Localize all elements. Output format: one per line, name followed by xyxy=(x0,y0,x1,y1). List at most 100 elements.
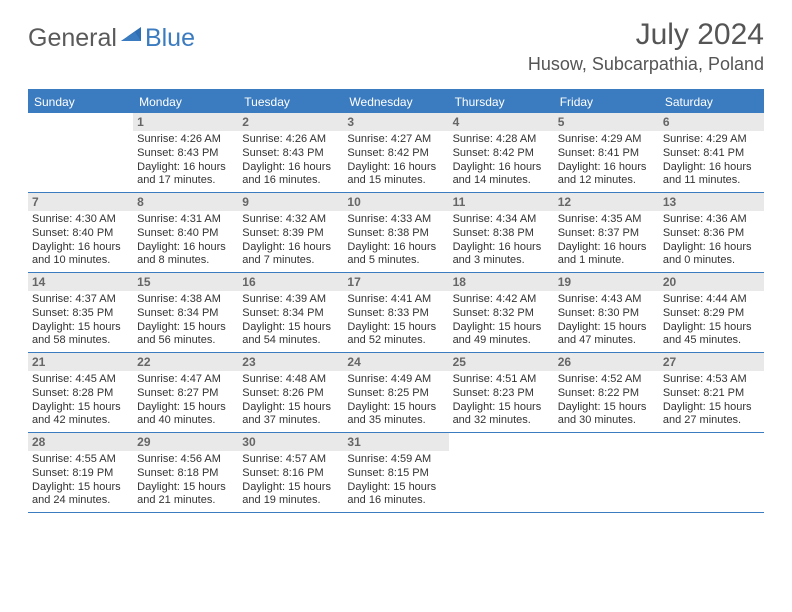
day-body: Sunrise: 4:27 AMSunset: 8:42 PMDaylight:… xyxy=(343,131,448,192)
sunrise-line: Sunrise: 4:28 AM xyxy=(453,133,550,147)
day-cell: 18Sunrise: 4:42 AMSunset: 8:32 PMDayligh… xyxy=(449,273,554,352)
sunset-line: Sunset: 8:22 PM xyxy=(558,387,655,401)
sunset-line: Sunset: 8:35 PM xyxy=(32,307,129,321)
day-cell: 20Sunrise: 4:44 AMSunset: 8:29 PMDayligh… xyxy=(659,273,764,352)
sunrise-line: Sunrise: 4:47 AM xyxy=(137,373,234,387)
sunrise-line: Sunrise: 4:38 AM xyxy=(137,293,234,307)
day-body: Sunrise: 4:26 AMSunset: 8:43 PMDaylight:… xyxy=(238,131,343,192)
daylight-line: Daylight: 15 hours and 49 minutes. xyxy=(453,321,550,349)
day-cell: 12Sunrise: 4:35 AMSunset: 8:37 PMDayligh… xyxy=(554,193,659,272)
day-cell: 11Sunrise: 4:34 AMSunset: 8:38 PMDayligh… xyxy=(449,193,554,272)
sunrise-line: Sunrise: 4:42 AM xyxy=(453,293,550,307)
sunset-line: Sunset: 8:40 PM xyxy=(32,227,129,241)
day-cell xyxy=(554,433,659,512)
daylight-line: Daylight: 15 hours and 54 minutes. xyxy=(242,321,339,349)
daylight-line: Daylight: 16 hours and 0 minutes. xyxy=(663,241,760,269)
day-body: Sunrise: 4:43 AMSunset: 8:30 PMDaylight:… xyxy=(554,291,659,352)
day-number: 27 xyxy=(659,353,764,371)
dayheader: Tuesday xyxy=(238,91,343,113)
page-title: July 2024 xyxy=(528,18,764,52)
sunset-line: Sunset: 8:43 PM xyxy=(137,147,234,161)
logo-text-blue: Blue xyxy=(145,24,195,53)
day-cell: 30Sunrise: 4:57 AMSunset: 8:16 PMDayligh… xyxy=(238,433,343,512)
day-number xyxy=(449,433,554,437)
dayheader: Saturday xyxy=(659,91,764,113)
sunrise-line: Sunrise: 4:45 AM xyxy=(32,373,129,387)
day-cell: 2Sunrise: 4:26 AMSunset: 8:43 PMDaylight… xyxy=(238,113,343,192)
day-number: 25 xyxy=(449,353,554,371)
day-cell: 21Sunrise: 4:45 AMSunset: 8:28 PMDayligh… xyxy=(28,353,133,432)
day-number: 2 xyxy=(238,113,343,131)
dayheader: Friday xyxy=(554,91,659,113)
day-body: Sunrise: 4:31 AMSunset: 8:40 PMDaylight:… xyxy=(133,211,238,272)
sunrise-line: Sunrise: 4:32 AM xyxy=(242,213,339,227)
sunrise-line: Sunrise: 4:56 AM xyxy=(137,453,234,467)
sunset-line: Sunset: 8:34 PM xyxy=(242,307,339,321)
sunrise-line: Sunrise: 4:52 AM xyxy=(558,373,655,387)
day-cell: 13Sunrise: 4:36 AMSunset: 8:36 PMDayligh… xyxy=(659,193,764,272)
day-body: Sunrise: 4:53 AMSunset: 8:21 PMDaylight:… xyxy=(659,371,764,432)
sunset-line: Sunset: 8:42 PM xyxy=(347,147,444,161)
day-number: 16 xyxy=(238,273,343,291)
day-number: 1 xyxy=(133,113,238,131)
daylight-line: Daylight: 15 hours and 37 minutes. xyxy=(242,401,339,429)
sunrise-line: Sunrise: 4:37 AM xyxy=(32,293,129,307)
day-cell: 6Sunrise: 4:29 AMSunset: 8:41 PMDaylight… xyxy=(659,113,764,192)
day-cell: 28Sunrise: 4:55 AMSunset: 8:19 PMDayligh… xyxy=(28,433,133,512)
day-number: 17 xyxy=(343,273,448,291)
day-body: Sunrise: 4:49 AMSunset: 8:25 PMDaylight:… xyxy=(343,371,448,432)
dayheader: Thursday xyxy=(449,91,554,113)
day-number: 20 xyxy=(659,273,764,291)
day-body: Sunrise: 4:37 AMSunset: 8:35 PMDaylight:… xyxy=(28,291,133,352)
day-cell: 29Sunrise: 4:56 AMSunset: 8:18 PMDayligh… xyxy=(133,433,238,512)
sunset-line: Sunset: 8:21 PM xyxy=(663,387,760,401)
day-number: 11 xyxy=(449,193,554,211)
week-row: 28Sunrise: 4:55 AMSunset: 8:19 PMDayligh… xyxy=(28,433,764,513)
day-number: 14 xyxy=(28,273,133,291)
sunset-line: Sunset: 8:41 PM xyxy=(663,147,760,161)
day-cell: 23Sunrise: 4:48 AMSunset: 8:26 PMDayligh… xyxy=(238,353,343,432)
daylight-line: Daylight: 16 hours and 16 minutes. xyxy=(242,161,339,189)
day-cell xyxy=(449,433,554,512)
day-cell: 22Sunrise: 4:47 AMSunset: 8:27 PMDayligh… xyxy=(133,353,238,432)
day-number: 28 xyxy=(28,433,133,451)
day-number xyxy=(659,433,764,437)
sunset-line: Sunset: 8:39 PM xyxy=(242,227,339,241)
day-body: Sunrise: 4:26 AMSunset: 8:43 PMDaylight:… xyxy=(133,131,238,192)
daylight-line: Daylight: 15 hours and 21 minutes. xyxy=(137,481,234,509)
day-cell: 16Sunrise: 4:39 AMSunset: 8:34 PMDayligh… xyxy=(238,273,343,352)
day-body: Sunrise: 4:45 AMSunset: 8:28 PMDaylight:… xyxy=(28,371,133,432)
daylight-line: Daylight: 16 hours and 17 minutes. xyxy=(137,161,234,189)
day-body: Sunrise: 4:47 AMSunset: 8:27 PMDaylight:… xyxy=(133,371,238,432)
week-row: 7Sunrise: 4:30 AMSunset: 8:40 PMDaylight… xyxy=(28,193,764,273)
day-cell: 7Sunrise: 4:30 AMSunset: 8:40 PMDaylight… xyxy=(28,193,133,272)
day-body: Sunrise: 4:44 AMSunset: 8:29 PMDaylight:… xyxy=(659,291,764,352)
day-cell: 31Sunrise: 4:59 AMSunset: 8:15 PMDayligh… xyxy=(343,433,448,512)
sunset-line: Sunset: 8:43 PM xyxy=(242,147,339,161)
day-body: Sunrise: 4:42 AMSunset: 8:32 PMDaylight:… xyxy=(449,291,554,352)
sunset-line: Sunset: 8:42 PM xyxy=(453,147,550,161)
day-number: 8 xyxy=(133,193,238,211)
day-cell: 17Sunrise: 4:41 AMSunset: 8:33 PMDayligh… xyxy=(343,273,448,352)
day-body: Sunrise: 4:55 AMSunset: 8:19 PMDaylight:… xyxy=(28,451,133,512)
day-body: Sunrise: 4:56 AMSunset: 8:18 PMDaylight:… xyxy=(133,451,238,512)
title-block: July 2024 Husow, Subcarpathia, Poland xyxy=(528,18,764,75)
sunrise-line: Sunrise: 4:27 AM xyxy=(347,133,444,147)
daylight-line: Daylight: 16 hours and 5 minutes. xyxy=(347,241,444,269)
daylight-line: Daylight: 15 hours and 58 minutes. xyxy=(32,321,129,349)
sunset-line: Sunset: 8:23 PM xyxy=(453,387,550,401)
sunrise-line: Sunrise: 4:44 AM xyxy=(663,293,760,307)
day-body: Sunrise: 4:38 AMSunset: 8:34 PMDaylight:… xyxy=(133,291,238,352)
day-cell: 10Sunrise: 4:33 AMSunset: 8:38 PMDayligh… xyxy=(343,193,448,272)
sunset-line: Sunset: 8:38 PM xyxy=(453,227,550,241)
day-number: 18 xyxy=(449,273,554,291)
dayheader: Wednesday xyxy=(343,91,448,113)
logo: General Blue xyxy=(28,24,195,53)
sunset-line: Sunset: 8:38 PM xyxy=(347,227,444,241)
day-number xyxy=(28,113,133,117)
logo-text-general: General xyxy=(28,24,117,53)
day-body: Sunrise: 4:52 AMSunset: 8:22 PMDaylight:… xyxy=(554,371,659,432)
sunset-line: Sunset: 8:28 PM xyxy=(32,387,129,401)
sunset-line: Sunset: 8:15 PM xyxy=(347,467,444,481)
daylight-line: Daylight: 16 hours and 11 minutes. xyxy=(663,161,760,189)
